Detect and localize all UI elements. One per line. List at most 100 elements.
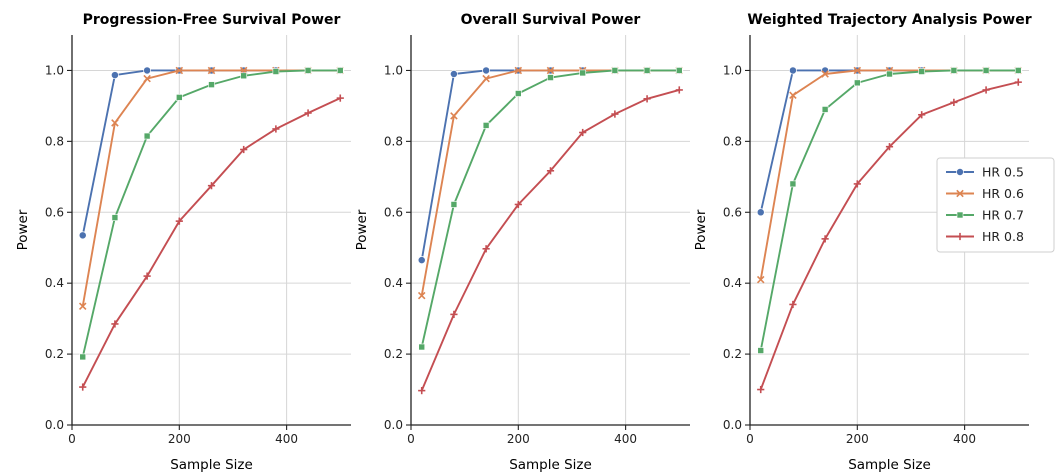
- legend-marker: [956, 168, 964, 176]
- y-tick-label: 0.2: [723, 347, 742, 361]
- data-point: [176, 94, 183, 101]
- data-point: [821, 106, 829, 113]
- y-tick-label: 0.4: [384, 276, 403, 290]
- data-point: [918, 68, 925, 75]
- data-point: [482, 66, 491, 75]
- data-point: [853, 180, 861, 188]
- data-point: [853, 66, 862, 75]
- data-point: [514, 66, 523, 75]
- data-point: [111, 320, 119, 328]
- data-point: [789, 300, 797, 309]
- data-point: [546, 167, 555, 175]
- x-axis-label: Sample Size: [848, 457, 931, 473]
- legend: HR 0.5 HR 0.6 HR 0.7 HR 0.8: [936, 157, 1055, 253]
- data-point: [482, 74, 490, 83]
- data-point: [756, 208, 765, 217]
- y-tick-label: 0.8: [384, 134, 403, 148]
- x-axis-label: Sample Size: [509, 457, 592, 473]
- x-tick-label: 400: [275, 432, 298, 446]
- data-point: [675, 67, 683, 74]
- data-point: [111, 214, 119, 221]
- data-point: [175, 217, 183, 225]
- data-point: [885, 143, 894, 151]
- data-point: [756, 275, 765, 284]
- y-tick-label: 0.2: [45, 347, 64, 361]
- data-point: [143, 272, 151, 280]
- data-point: [418, 387, 426, 395]
- data-point: [450, 112, 458, 120]
- y-tick-label: 0.6: [723, 205, 742, 219]
- y-tick-label: 0.2: [384, 347, 403, 361]
- data-point: [417, 291, 426, 300]
- legend-label: HR 0.8: [982, 229, 1024, 244]
- data-point: [514, 200, 522, 209]
- data-point: [336, 67, 344, 74]
- data-point: [788, 66, 797, 75]
- data-point: [240, 145, 248, 154]
- series-hr-07: [418, 67, 683, 351]
- data-point: [643, 67, 651, 74]
- data-point: [579, 128, 587, 137]
- data-point: [449, 70, 458, 78]
- data-point: [579, 69, 586, 77]
- data-point: [240, 72, 247, 80]
- series-line: [420, 69, 680, 296]
- data-point: [918, 111, 926, 119]
- series-hr-06: [417, 66, 684, 300]
- legend-label: HR 0.7: [982, 208, 1024, 223]
- data-point: [143, 66, 152, 75]
- x-tick-label: 0: [407, 432, 415, 446]
- legend-entry: HR 0.8: [946, 229, 1024, 244]
- data-point: [950, 67, 958, 74]
- chart-title: Weighted Trajectory Analysis Power: [747, 12, 1031, 28]
- data-point: [175, 66, 184, 75]
- data-point: [79, 353, 87, 361]
- data-point: [757, 347, 765, 354]
- data-point: [207, 182, 216, 190]
- data-point: [821, 235, 829, 243]
- x-tick-label: 200: [507, 432, 530, 446]
- data-point: [336, 94, 344, 102]
- data-point: [304, 109, 312, 117]
- data-point: [110, 71, 119, 80]
- data-point: [304, 67, 312, 74]
- series-hr-05: [78, 66, 345, 240]
- data-point: [208, 81, 215, 88]
- data-point: [417, 256, 426, 265]
- chart-title: Progression-Free Survival Power: [83, 12, 341, 28]
- series-hr-08: [418, 86, 683, 395]
- x-tick-label: 0: [68, 432, 76, 446]
- y-tick-label: 0.0: [45, 418, 64, 432]
- y-tick-label: 1.0: [723, 63, 742, 77]
- data-point: [789, 91, 797, 100]
- legend-box: [936, 157, 1055, 253]
- data-point: [78, 231, 87, 240]
- data-point: [547, 74, 554, 81]
- x-tick-label: 200: [168, 432, 191, 446]
- data-point: [207, 66, 216, 75]
- legend-marker: [956, 189, 964, 198]
- x-axis-label: Sample Size: [170, 457, 253, 473]
- y-tick-label: 0.0: [384, 418, 403, 432]
- x-tick-label: 400: [953, 432, 976, 446]
- x-tick-label: 0: [746, 432, 754, 446]
- data-point: [482, 122, 490, 129]
- data-point: [272, 125, 280, 133]
- data-point: [1014, 78, 1022, 86]
- data-point: [675, 86, 683, 94]
- chart-panel-1: 0.0 0.2 0.4 0.6 0.8 1.0 0 200 400 Progression-Fre…: [15, 12, 351, 473]
- series-hr-08: [757, 78, 1022, 394]
- data-point: [757, 385, 765, 394]
- data-point: [821, 70, 829, 78]
- data-point: [950, 98, 958, 106]
- legend-marker: [956, 232, 964, 241]
- y-tick-label: 0.8: [723, 134, 742, 148]
- legend-marker: [956, 211, 964, 219]
- x-tick-label: 400: [614, 432, 637, 446]
- data-point: [143, 132, 151, 140]
- y-tick-label: 0.4: [723, 276, 742, 290]
- chart-panel-2: 0.0 0.2 0.4 0.6 0.8 1.0 0 200 400 Overall Surviva…: [354, 12, 690, 473]
- data-point: [886, 70, 893, 78]
- y-tick-label: 0.6: [384, 205, 403, 219]
